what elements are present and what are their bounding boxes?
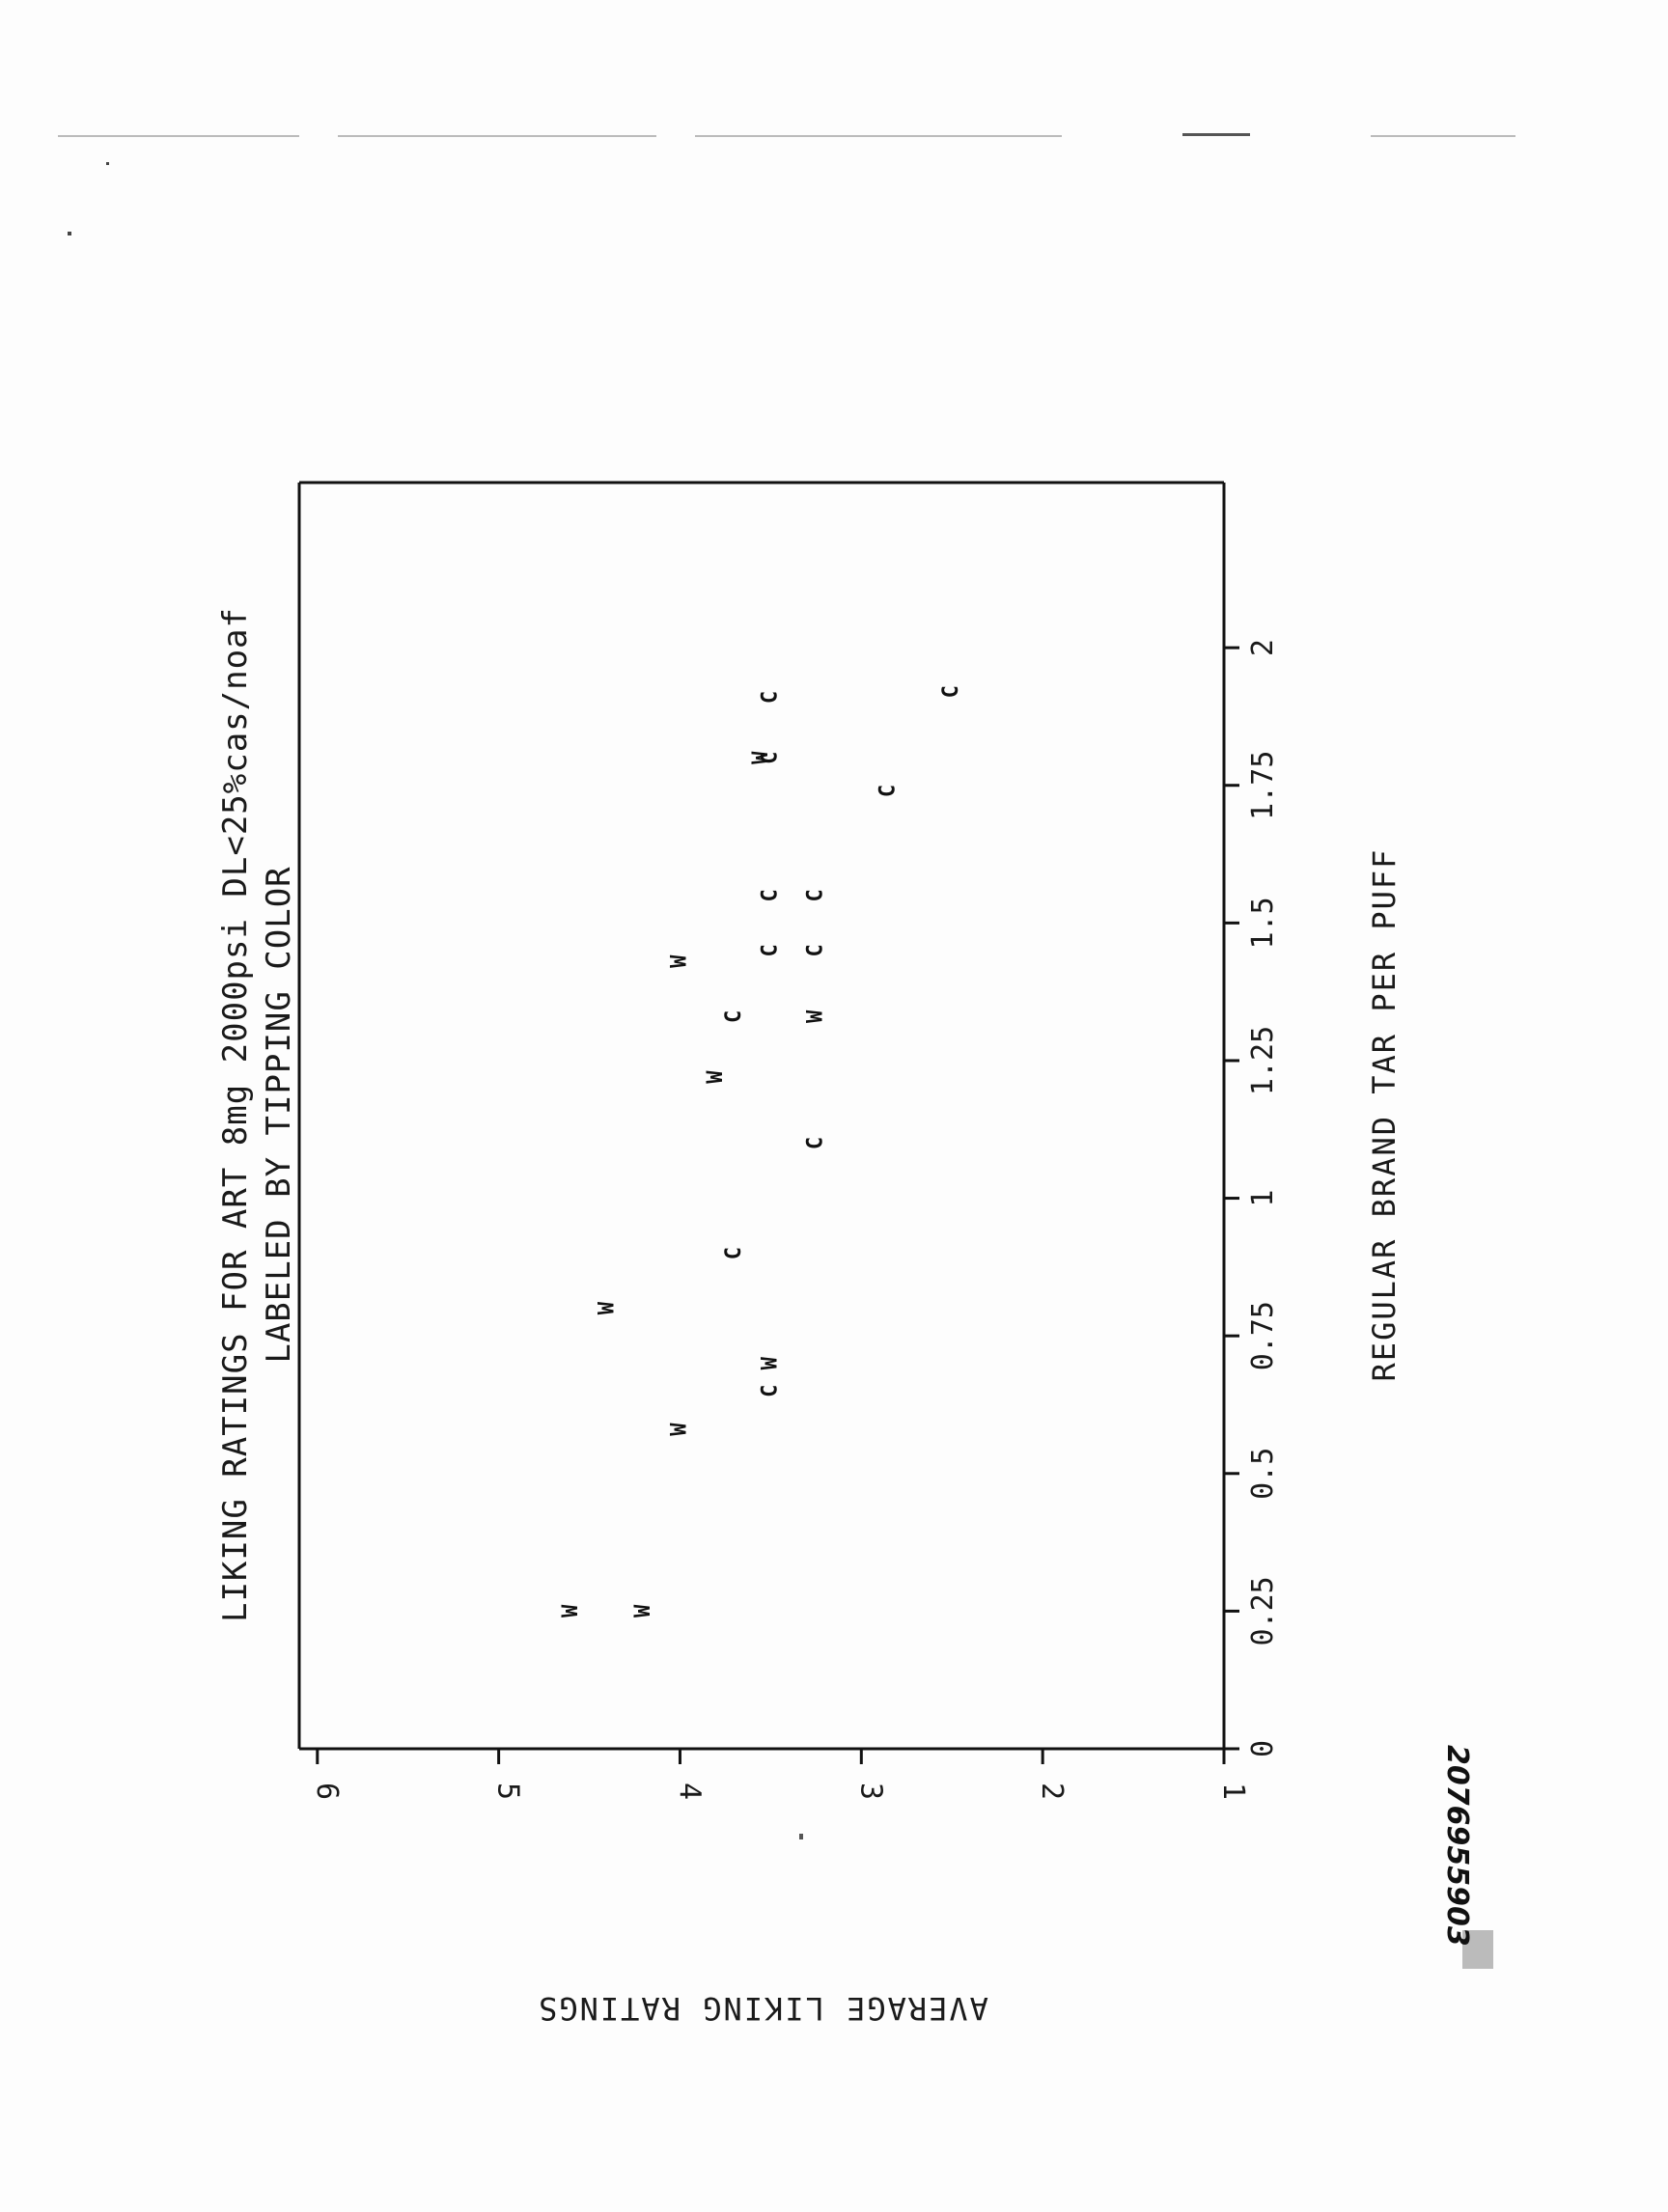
data-point-c: C <box>758 691 782 704</box>
data-point-c: C <box>939 685 963 698</box>
data-point-c: C <box>722 1247 746 1259</box>
y-tick-label: 5 <box>491 1783 525 1800</box>
x-tick-label: 0.75 <box>1246 1301 1280 1370</box>
data-point-w: W <box>704 1070 728 1084</box>
x-tick-label: 0.25 <box>1246 1576 1280 1645</box>
x-tick-label: 1.75 <box>1246 751 1280 820</box>
data-point-w: W <box>631 1604 655 1618</box>
x-tick-label: 1.5 <box>1246 897 1280 949</box>
chart-rotated: 0 0.25 0.5 0.75 1 1.25 1.5 1.75 2 1 2 3 4 5 6 LIKING RA… <box>216 481 1403 2027</box>
data-point-w: W <box>758 1356 782 1369</box>
plot-area: 0 0.25 0.5 0.75 1 1.25 1.5 1.75 2 1 2 3 4 5 6 LIKING RA… <box>216 481 1403 2027</box>
data-point-c: C <box>803 1137 827 1149</box>
data-point-w: W <box>749 751 773 764</box>
x-tick-label: 1 <box>1246 1190 1280 1207</box>
y-tick-label: 6 <box>310 1783 344 1800</box>
y-tick-label: 4 <box>672 1783 706 1800</box>
data-point-c: C <box>803 944 827 956</box>
x-tick-label: 0.5 <box>1246 1448 1280 1500</box>
data-point-c: C <box>758 1385 782 1397</box>
data-point-w: W <box>803 1009 827 1023</box>
data-point-w: W <box>667 954 691 968</box>
y-tick-label: 2 <box>1035 1783 1069 1800</box>
data-point-c: C <box>758 752 782 764</box>
document-id: 2076955903 <box>1440 1745 1474 1947</box>
data-point-c: C <box>758 944 782 956</box>
scan-noise <box>58 133 1515 1969</box>
y-tick-label: 3 <box>853 1783 887 1800</box>
x-axis-title: REGULAR BRAND TAR PER PUFF <box>1366 848 1403 1382</box>
data-point-c: C <box>876 785 900 797</box>
y-tick-label: 1 <box>1216 1783 1250 1800</box>
data-point-w: W <box>559 1604 583 1618</box>
data-point-w: W <box>667 1423 691 1436</box>
x-tick-label: 1.25 <box>1246 1026 1280 1095</box>
data-point-c: C <box>722 1010 746 1023</box>
data-point-c: C <box>758 889 782 901</box>
data-point-c: C <box>803 889 827 901</box>
x-tick-label: 2 <box>1246 639 1280 656</box>
chart-title: LIKING RATINGS FOR ART 8mg 2000psi DL<25… <box>216 607 255 1622</box>
x-tick-label: 0 <box>1246 1740 1280 1757</box>
chart-subtitle: LABELED BY TIPPING COLOR <box>260 866 298 1363</box>
y-axis-title: AVERAGE LIKING RATINGS <box>537 1990 988 2027</box>
data-point-w: W <box>595 1301 619 1314</box>
